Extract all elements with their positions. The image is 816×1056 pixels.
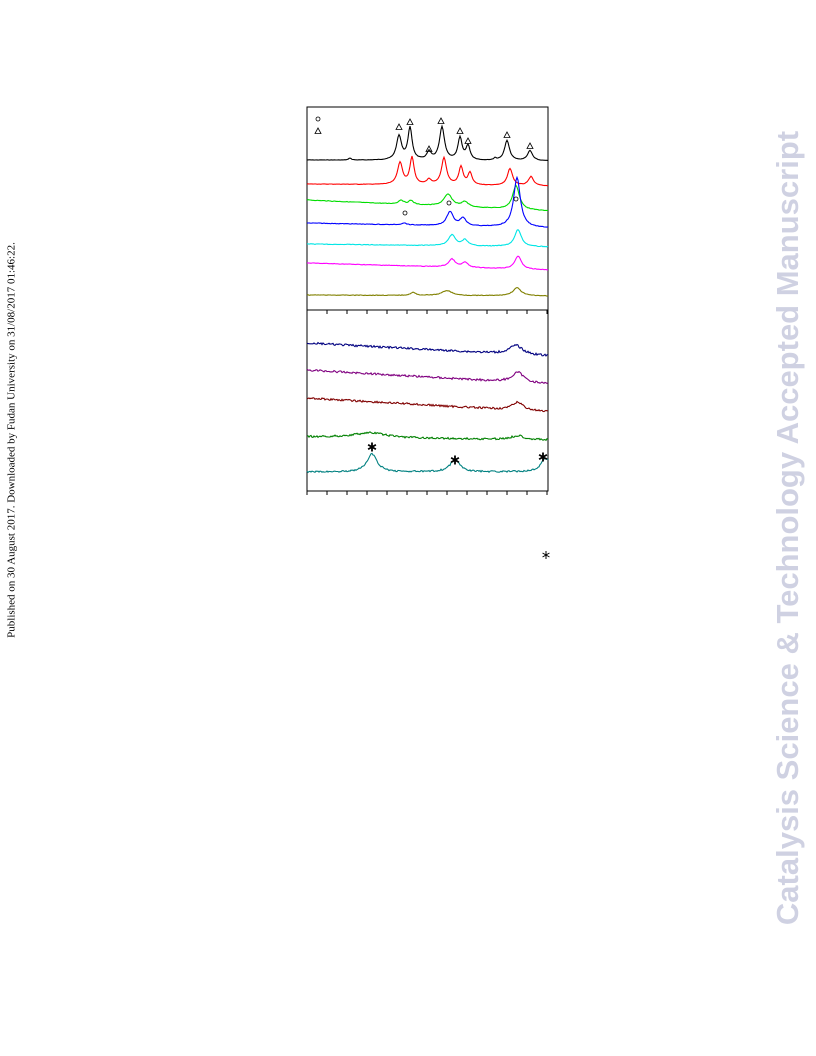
- margin-note: Published on 30 August 2017. Downloaded …: [6, 242, 18, 638]
- asterisk-marker: [538, 452, 548, 462]
- trace: [306, 184, 549, 211]
- trace: [306, 287, 549, 297]
- asterisk-marker: [367, 442, 377, 452]
- trace: [307, 255, 549, 271]
- watermark: Catalysis Science & Technology Accepted …: [770, 131, 805, 925]
- trace: [306, 368, 549, 385]
- trace: [306, 452, 549, 474]
- figure: [306, 106, 550, 559]
- triangle-marker: [314, 127, 322, 134]
- trace: [306, 155, 549, 187]
- circle-marker: [446, 200, 452, 206]
- trace: [306, 341, 549, 357]
- trace: [306, 397, 549, 413]
- trace: [307, 229, 549, 248]
- triangle-marker: [464, 137, 472, 144]
- asterisk-marker: [542, 551, 550, 559]
- asterisk-marker: [450, 455, 460, 465]
- trace: [306, 431, 549, 442]
- triangle-marker: [437, 117, 445, 124]
- triangle-marker: [395, 123, 403, 130]
- trace: [306, 175, 549, 228]
- circle-marker: [402, 210, 408, 216]
- triangle-marker: [456, 127, 464, 134]
- circle-marker: [513, 196, 519, 202]
- triangle-marker: [526, 142, 534, 149]
- triangle-marker: [406, 118, 414, 125]
- triangle-marker: [425, 145, 433, 152]
- trace: [307, 124, 549, 162]
- triangle-marker: [503, 131, 511, 138]
- circle-marker: [315, 116, 321, 122]
